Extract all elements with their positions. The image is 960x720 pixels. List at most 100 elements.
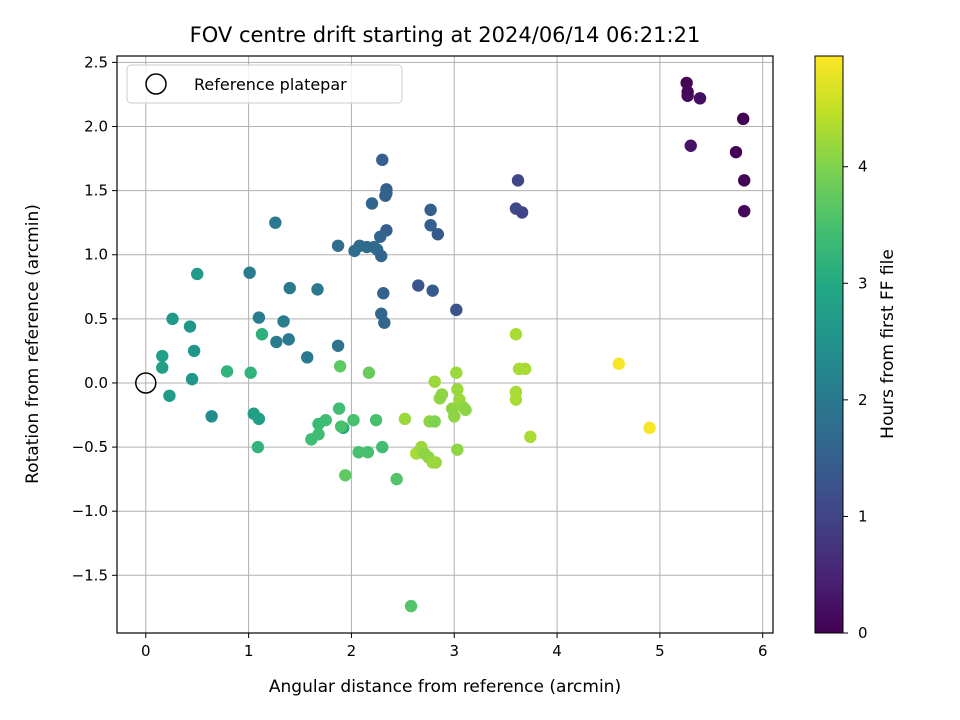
y-tick-label: −0.5 bbox=[72, 438, 108, 456]
data-point bbox=[352, 446, 365, 459]
data-point bbox=[270, 335, 283, 349]
y-tick-label: 0.5 bbox=[84, 310, 108, 328]
data-point bbox=[376, 440, 389, 454]
data-point bbox=[305, 433, 318, 446]
data-point bbox=[684, 139, 697, 152]
data-point bbox=[348, 244, 361, 258]
data-point bbox=[509, 393, 523, 406]
data-point bbox=[187, 344, 201, 358]
data-point bbox=[426, 284, 439, 297]
data-point bbox=[277, 315, 290, 328]
data-point bbox=[311, 283, 324, 296]
data-point bbox=[379, 189, 392, 202]
data-point bbox=[183, 320, 197, 333]
data-point bbox=[680, 76, 693, 90]
data-point bbox=[269, 216, 282, 229]
y-axis-ticks: −1.5 −1.0 −0.5 0.0 0.5 1.0 1.5 2.0 2.5 bbox=[72, 53, 117, 584]
data-point bbox=[374, 230, 387, 243]
data-point bbox=[428, 375, 441, 388]
legend-marker-open-circle bbox=[145, 73, 167, 95]
data-point bbox=[319, 413, 332, 427]
x-axis-label: Angular distance from reference (arcmin) bbox=[269, 677, 621, 697]
data-point bbox=[738, 174, 751, 187]
data-point bbox=[283, 281, 296, 295]
y-axis-label: Rotation from reference (arcmin) bbox=[23, 204, 43, 484]
data-point bbox=[205, 410, 218, 423]
data-point bbox=[429, 456, 442, 469]
data-point bbox=[252, 311, 266, 324]
data-point bbox=[448, 410, 461, 423]
data-point bbox=[524, 430, 537, 444]
data-point bbox=[339, 469, 352, 482]
data-point bbox=[398, 412, 412, 426]
data-point bbox=[251, 440, 265, 454]
data-point bbox=[519, 362, 532, 376]
data-point bbox=[333, 360, 347, 373]
data-point bbox=[404, 599, 418, 613]
x-tick-label: 2 bbox=[347, 642, 357, 660]
colorbar-tick-label: 1 bbox=[858, 507, 868, 525]
data-point bbox=[334, 420, 348, 433]
y-tick-label: 2.5 bbox=[84, 53, 108, 71]
data-point bbox=[156, 361, 169, 374]
y-tick-label: −1.5 bbox=[72, 566, 108, 584]
data-point bbox=[428, 415, 441, 428]
data-point bbox=[377, 287, 390, 300]
data-point bbox=[450, 366, 463, 379]
colorbar-tick-label: 2 bbox=[858, 391, 868, 409]
data-point bbox=[451, 383, 464, 396]
x-axis-ticks: 0 1 2 3 4 5 6 bbox=[141, 633, 767, 660]
legend-entry-label: Reference platepar bbox=[194, 75, 347, 94]
plot-frame bbox=[116, 55, 774, 634]
data-point bbox=[738, 204, 751, 218]
data-point bbox=[509, 328, 523, 341]
data-point bbox=[156, 349, 169, 363]
data-point bbox=[736, 112, 750, 126]
data-point bbox=[378, 316, 391, 329]
x-tick-label: 4 bbox=[552, 642, 562, 660]
data-point bbox=[369, 413, 383, 427]
colorbar-tick-label: 4 bbox=[858, 158, 868, 176]
data-point bbox=[376, 153, 389, 167]
colorbar-label: Hours from first FF file bbox=[878, 249, 898, 439]
data-point bbox=[693, 92, 707, 105]
data-point bbox=[643, 421, 656, 435]
data-point bbox=[612, 357, 625, 370]
data-point bbox=[424, 219, 437, 232]
reference-point bbox=[135, 372, 157, 394]
grid-lines bbox=[117, 56, 773, 633]
data-point bbox=[424, 203, 437, 217]
data-point bbox=[243, 266, 256, 279]
data-point bbox=[301, 351, 314, 364]
data-point bbox=[375, 249, 388, 263]
legend: Reference platepar bbox=[126, 64, 403, 104]
data-point bbox=[451, 443, 464, 456]
colorbar-gradient bbox=[814, 55, 844, 634]
data-point bbox=[412, 279, 425, 292]
data-point bbox=[163, 389, 176, 402]
y-tick-label: 1.5 bbox=[84, 182, 108, 200]
data-point bbox=[450, 303, 463, 317]
x-tick-label: 6 bbox=[758, 642, 768, 660]
data-point bbox=[729, 145, 743, 159]
data-point bbox=[331, 239, 345, 252]
data-point bbox=[681, 89, 694, 102]
data-point bbox=[435, 388, 449, 401]
colorbar-tick-label: 0 bbox=[858, 624, 868, 642]
data-point bbox=[365, 197, 379, 210]
y-tick-label: 0.0 bbox=[84, 374, 108, 392]
data-point bbox=[390, 472, 403, 486]
reference-platepar-marker bbox=[135, 372, 157, 394]
x-tick-label: 1 bbox=[244, 642, 254, 660]
data-point bbox=[511, 174, 525, 187]
data-point bbox=[191, 267, 204, 281]
colorbar-ticks: 0 1 2 3 4 bbox=[843, 158, 868, 642]
data-point bbox=[347, 413, 360, 427]
x-tick-label: 0 bbox=[141, 642, 151, 660]
data-point bbox=[361, 446, 375, 459]
y-tick-label: 1.0 bbox=[84, 246, 108, 264]
data-point bbox=[220, 365, 234, 378]
data-point bbox=[331, 339, 345, 352]
x-tick-label: 3 bbox=[449, 642, 459, 660]
